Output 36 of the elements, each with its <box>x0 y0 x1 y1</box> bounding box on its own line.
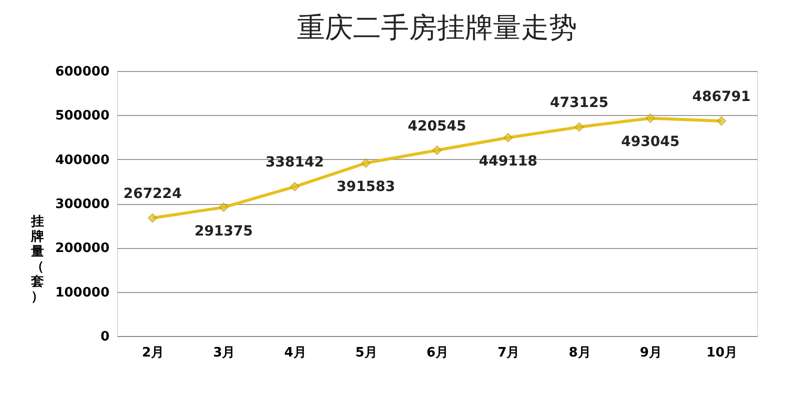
point <box>646 114 656 123</box>
point <box>218 202 228 212</box>
x-tick-label: 4月 <box>284 346 306 360</box>
data-label: 391583 <box>336 179 396 196</box>
y-tick-label: 200000 <box>55 241 110 256</box>
point <box>574 122 584 132</box>
y-tick-label: 100000 <box>55 285 110 300</box>
data-label: 420545 <box>408 118 466 134</box>
y-tick-label: 400000 <box>55 152 110 168</box>
y-tick-label: 300000 <box>55 197 110 212</box>
x-tick-label: 2月 <box>142 346 164 360</box>
data-label: 291375 <box>194 223 253 240</box>
x-tick-label: 7月 <box>498 346 520 360</box>
x-tick-label: 6月 <box>426 346 449 360</box>
point <box>716 116 726 126</box>
x-tick-label: 3月 <box>213 346 236 360</box>
data-label: 473125 <box>550 95 608 112</box>
y-tick-label: 600000 <box>55 64 110 80</box>
x-tick-label: 10月 <box>706 346 738 360</box>
chart-title: 重庆二手房挂牌量走势 <box>297 11 577 44</box>
data-label: 267224 <box>123 186 182 202</box>
data-label: 449118 <box>478 154 538 170</box>
data-label: 493045 <box>621 134 680 150</box>
point <box>361 158 371 168</box>
y-tick-label: 0 <box>100 330 110 344</box>
x-tick-label: 8月 <box>568 346 591 360</box>
x-tick-label: 5月 <box>355 346 378 360</box>
data-label: 338142 <box>266 154 324 171</box>
y-tick-label: 500000 <box>55 108 110 124</box>
data-label: 486791 <box>692 89 751 105</box>
point <box>290 182 300 192</box>
point <box>148 213 158 223</box>
y-axis-title: 挂牌量（套） <box>30 214 44 304</box>
point <box>432 146 442 155</box>
point <box>503 132 513 142</box>
x-tick-label: 9月 <box>640 346 662 360</box>
